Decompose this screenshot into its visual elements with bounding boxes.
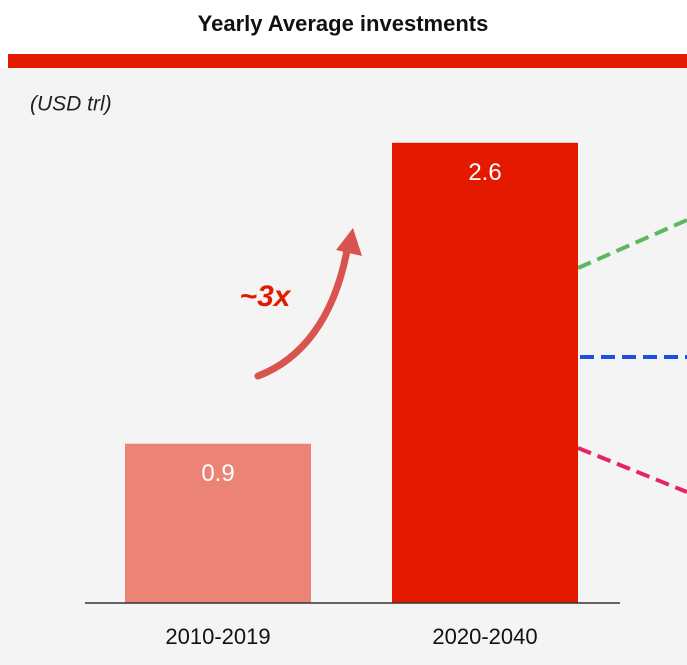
unit-label: (USD trl) bbox=[30, 93, 112, 116]
x-tick-label: 2020-2040 bbox=[432, 624, 537, 649]
annotation: ~3x bbox=[240, 280, 292, 313]
chart-title: Yearly Average investments bbox=[198, 11, 489, 36]
value-label: 0.9 bbox=[201, 460, 234, 487]
chart: Yearly Average investments (USD trl) ~3x… bbox=[0, 0, 687, 665]
x-tick-label: 2010-2019 bbox=[165, 624, 270, 649]
plot-background bbox=[0, 68, 687, 665]
header-band bbox=[8, 54, 687, 68]
value-label: 2.6 bbox=[468, 159, 501, 186]
bar bbox=[392, 143, 578, 603]
